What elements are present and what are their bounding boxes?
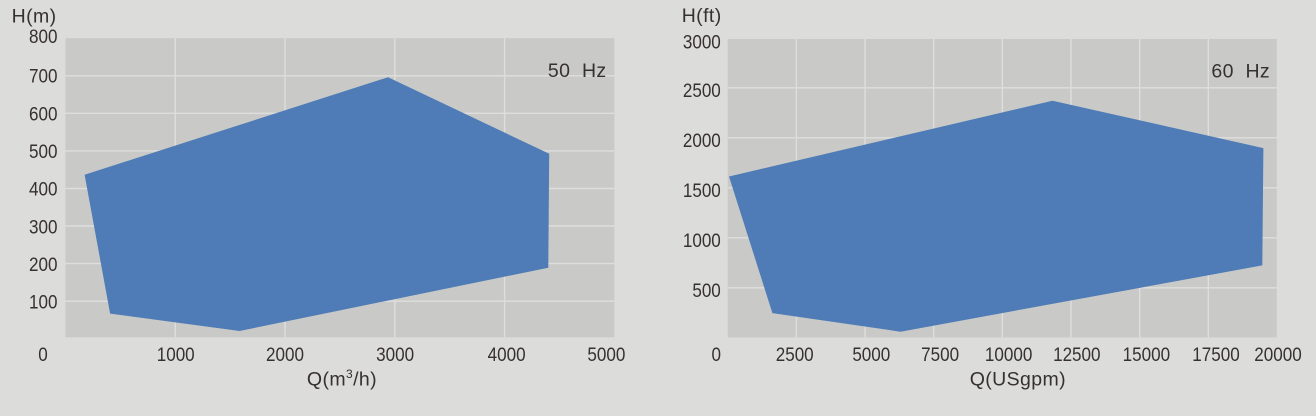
svg-text:60 Hz: 60 Hz <box>1211 61 1270 83</box>
svg-text:2500: 2500 <box>683 79 721 101</box>
svg-text:200: 200 <box>29 253 57 275</box>
svg-text:5000: 5000 <box>587 343 625 365</box>
svg-text:Q(m3/h): Q(m3/h) <box>307 367 377 391</box>
svg-text:500: 500 <box>29 140 57 162</box>
svg-text:20000: 20000 <box>1254 343 1301 365</box>
svg-text:2000: 2000 <box>266 343 304 365</box>
svg-text:5000: 5000 <box>852 343 890 365</box>
svg-text:15000: 15000 <box>1123 343 1170 365</box>
svg-text:800: 800 <box>29 25 57 47</box>
svg-text:2500: 2500 <box>776 343 814 365</box>
svg-text:100: 100 <box>29 290 57 312</box>
svg-text:1500: 1500 <box>683 179 721 201</box>
svg-text:7500: 7500 <box>921 343 959 365</box>
svg-text:500: 500 <box>692 279 720 301</box>
svg-text:50 Hz: 50 Hz <box>548 60 607 82</box>
svg-text:600: 600 <box>29 102 57 124</box>
svg-text:H(m): H(m) <box>12 5 57 27</box>
svg-text:Q(USgpm): Q(USgpm) <box>970 369 1066 391</box>
svg-text:0: 0 <box>712 343 721 365</box>
svg-text:3000: 3000 <box>683 31 721 53</box>
svg-text:300: 300 <box>29 215 57 237</box>
svg-text:10000: 10000 <box>985 343 1032 365</box>
svg-text:1000: 1000 <box>157 343 195 365</box>
svg-text:H(ft): H(ft) <box>682 5 722 27</box>
svg-text:17500: 17500 <box>1192 343 1239 365</box>
svg-text:12500: 12500 <box>1053 343 1100 365</box>
svg-text:3000: 3000 <box>376 343 414 365</box>
svg-text:0: 0 <box>38 343 47 365</box>
svg-text:2000: 2000 <box>683 129 721 151</box>
svg-text:700: 700 <box>29 65 57 87</box>
svg-text:400: 400 <box>29 178 57 200</box>
svg-text:1000: 1000 <box>683 229 721 251</box>
svg-text:4000: 4000 <box>488 343 526 365</box>
